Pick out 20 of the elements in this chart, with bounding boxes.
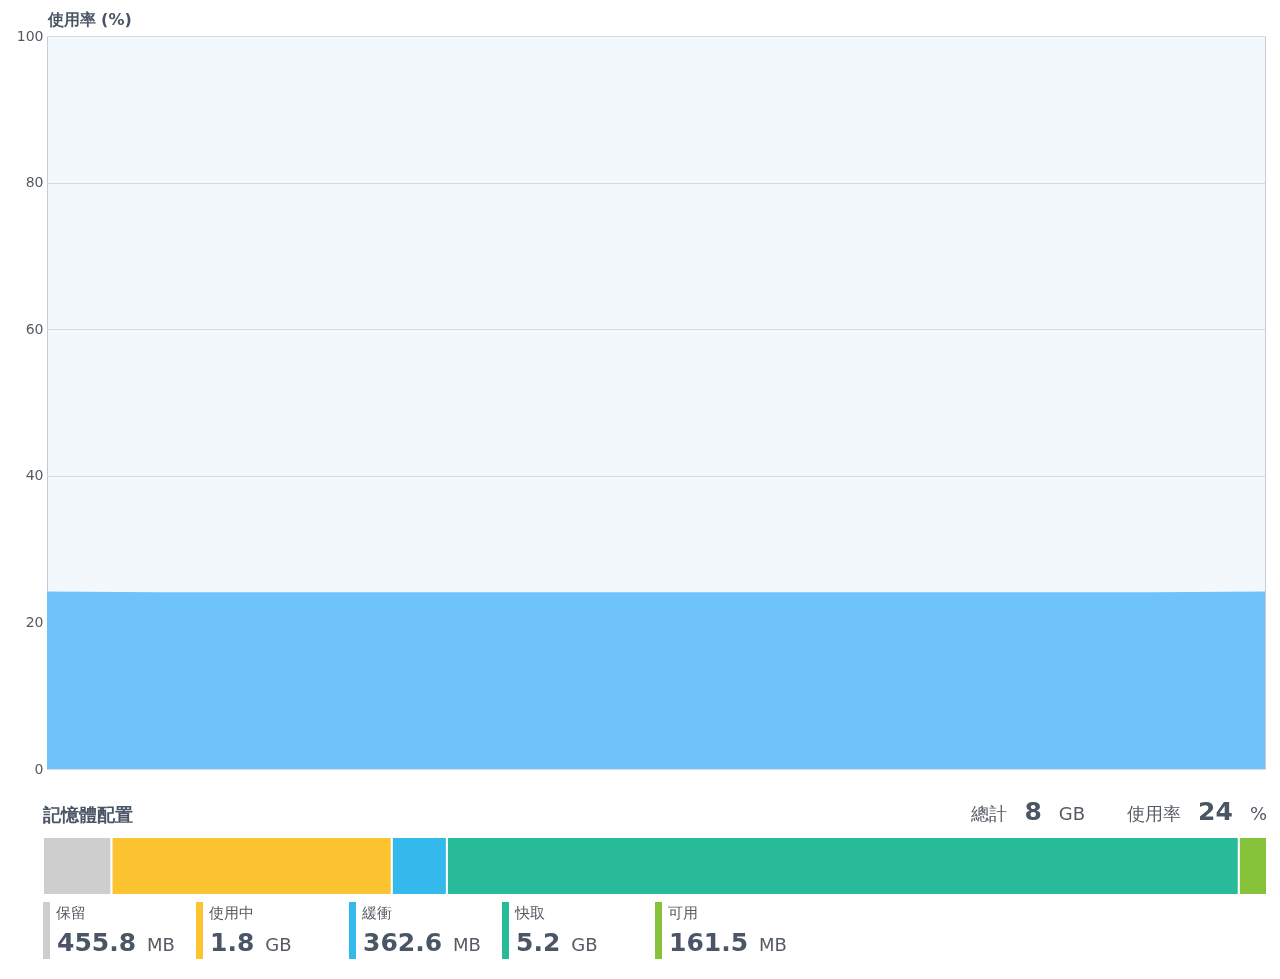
y-tick-label: 80 xyxy=(25,174,44,191)
y-tick-label: 20 xyxy=(25,613,44,630)
legend-label: 保留 xyxy=(56,904,86,922)
y-tick-label: 60 xyxy=(25,320,44,337)
text: 5.2 GB xyxy=(516,928,598,957)
text: 455.8 MB xyxy=(57,928,175,957)
legend-label: 使用中 xyxy=(209,904,254,922)
text: 使用率 24 % xyxy=(1127,797,1267,826)
text: 161.5 MB xyxy=(669,928,787,957)
y-tick-label: 40 xyxy=(25,467,44,484)
y-axis-title: 使用率 (%) xyxy=(46,9,132,29)
text: 1.8 GB xyxy=(210,928,292,957)
text: 總計 8 GB xyxy=(971,797,1086,826)
series-label: 快取 xyxy=(515,904,545,922)
y-tick-label: 100 xyxy=(16,27,44,44)
legend-label: 緩衝 xyxy=(362,904,392,922)
y-tick-label: 0 xyxy=(34,760,44,777)
chart-title: 記憶體配置 xyxy=(43,804,133,825)
text: 362.6 MB xyxy=(363,928,481,957)
legend-label: 可用 xyxy=(668,904,698,922)
